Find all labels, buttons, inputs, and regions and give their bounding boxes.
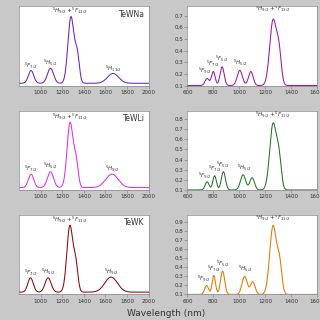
Text: TeWLi: TeWLi	[123, 114, 145, 123]
Text: $^5F_{7/2}$: $^5F_{7/2}$	[24, 268, 37, 277]
Text: $^5H_{5/2}$: $^5H_{5/2}$	[238, 263, 252, 273]
Text: $^5F_{5/2}$: $^5F_{5/2}$	[216, 159, 230, 169]
Text: $^5H_{9/2}$: $^5H_{9/2}$	[104, 266, 118, 276]
Text: $^5F_{7/2}$: $^5F_{7/2}$	[24, 60, 38, 70]
Text: $^5F_{7/2}$: $^5F_{7/2}$	[24, 163, 38, 172]
Text: TeWK: TeWK	[124, 219, 145, 228]
Text: $^5H_{5/2}$: $^5H_{5/2}$	[237, 162, 251, 172]
Text: $^5H_{9/2}+^5F_{11/2}$: $^5H_{9/2}+^5F_{11/2}$	[52, 215, 87, 224]
Text: $^5H_{9/2}+^5F_{11/2}$: $^5H_{9/2}+^5F_{11/2}$	[52, 6, 88, 15]
Text: $^5F_{9/2}$: $^5F_{9/2}$	[197, 273, 211, 283]
Text: $^5F_{9/2}$: $^5F_{9/2}$	[198, 170, 212, 180]
Text: $^5H_{9/2}$: $^5H_{9/2}$	[105, 164, 119, 173]
Text: $^5F_{5/2}$: $^5F_{5/2}$	[216, 259, 229, 268]
Text: $^5H_{9/2}+^5F_{11/2}$: $^5H_{9/2}+^5F_{11/2}$	[52, 112, 87, 121]
Text: TeWNa: TeWNa	[119, 10, 145, 19]
Text: $^5F_{5/2}$: $^5F_{5/2}$	[215, 54, 228, 63]
Text: $^5F_{7/2}$: $^5F_{7/2}$	[206, 59, 220, 68]
Text: $^5H_{9/2}+^5F_{11/2}$: $^5H_{9/2}+^5F_{11/2}$	[255, 109, 290, 119]
Text: $^5H_{11/2}$: $^5H_{11/2}$	[105, 63, 122, 73]
Text: $^5F_{7/2}$: $^5F_{7/2}$	[207, 263, 220, 273]
Text: $^5F_{7/2}$: $^5F_{7/2}$	[208, 163, 221, 173]
Text: $^5H_{5/2}$: $^5H_{5/2}$	[233, 57, 248, 67]
Text: $^5F_{9/2}$: $^5F_{9/2}$	[198, 66, 212, 75]
Text: $^5H_{9/2}+^5F_{11/2}$: $^5H_{9/2}+^5F_{11/2}$	[255, 4, 290, 13]
Text: Wavelength (nm): Wavelength (nm)	[127, 309, 205, 318]
Text: $^5H_{5/2}$: $^5H_{5/2}$	[41, 267, 55, 276]
Text: $^5H_{5/2}$: $^5H_{5/2}$	[43, 57, 58, 67]
Text: $^5H_{5/2}$: $^5H_{5/2}$	[43, 161, 58, 170]
Text: $^5H_{9/2}+^5F_{11/2}$: $^5H_{9/2}+^5F_{11/2}$	[255, 213, 290, 222]
